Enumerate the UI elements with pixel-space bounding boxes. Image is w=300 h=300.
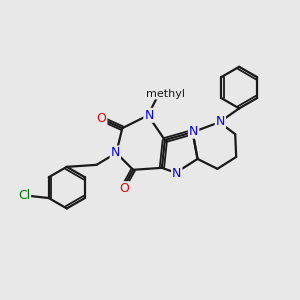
Text: Cl: Cl	[18, 189, 30, 202]
Text: methyl: methyl	[146, 88, 185, 98]
Text: N: N	[111, 146, 120, 160]
Text: O: O	[119, 182, 129, 195]
Text: N: N	[172, 167, 182, 180]
Text: N: N	[189, 125, 198, 138]
Text: O: O	[97, 112, 106, 125]
Text: N: N	[144, 109, 154, 122]
Text: N: N	[216, 115, 225, 128]
